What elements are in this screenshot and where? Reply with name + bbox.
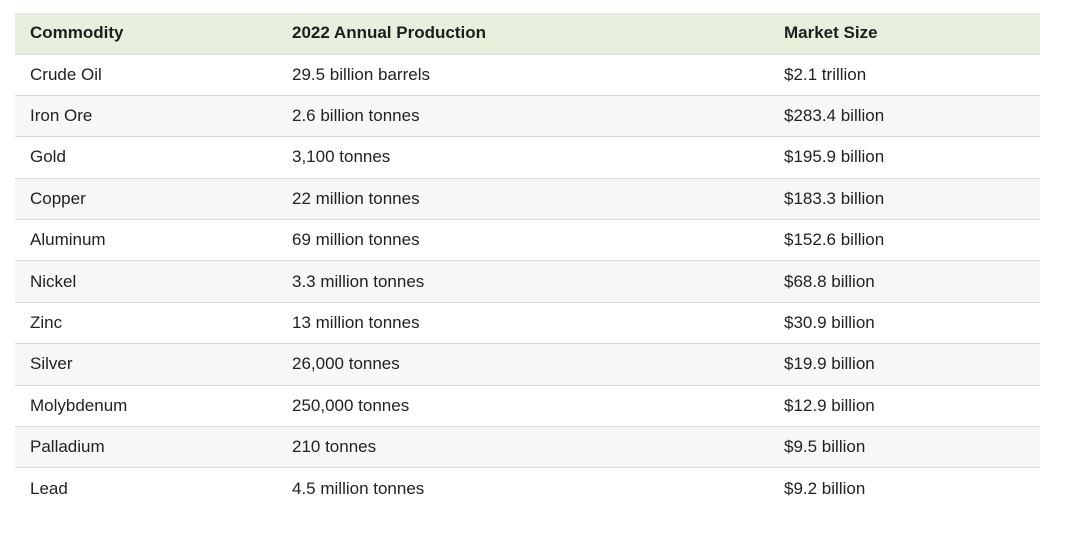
table-row: Iron Ore 2.6 billion tonnes $283.4 billi… <box>15 95 1040 137</box>
production-cell: 13 million tonnes <box>292 313 420 333</box>
table-row: Copper 22 million tonnes $183.3 billion <box>15 178 1040 220</box>
commodity-cell: Copper <box>30 188 86 208</box>
market-size-cell: $30.9 billion <box>784 313 875 333</box>
table-row: Crude Oil 29.5 billion barrels $2.1 tril… <box>15 54 1040 96</box>
production-cell: 250,000 tonnes <box>292 395 410 415</box>
market-size-cell: $152.6 billion <box>784 230 885 250</box>
column-header-commodity: Commodity <box>30 23 124 43</box>
market-size-cell: $2.1 trillion <box>784 64 867 84</box>
commodity-cell: Nickel <box>30 271 77 291</box>
production-cell: 4.5 million tonnes <box>292 478 425 498</box>
table-header: Commodity 2022 Annual Production Market … <box>15 13 1040 54</box>
table-row: Gold 3,100 tonnes $195.9 billion <box>15 136 1040 179</box>
production-cell: 3,100 tonnes <box>292 147 391 167</box>
market-size-cell: $9.5 billion <box>784 437 866 457</box>
market-size-cell: $195.9 billion <box>784 147 885 167</box>
table-row: Palladium 210 tonnes $9.5 billion <box>15 426 1040 468</box>
production-cell: 22 million tonnes <box>292 188 420 208</box>
table-row: Zinc 13 million tonnes $30.9 billion <box>15 302 1040 344</box>
market-size-cell: $283.4 billion <box>784 106 885 126</box>
column-header-market-size: Market Size <box>784 23 878 43</box>
production-cell: 69 million tonnes <box>292 230 420 250</box>
market-size-cell: $68.8 billion <box>784 271 875 291</box>
commodity-cell: Lead <box>30 478 68 498</box>
market-size-cell: $183.3 billion <box>784 188 885 208</box>
market-size-cell: $19.9 billion <box>784 354 875 374</box>
market-size-cell: $9.2 billion <box>784 478 866 498</box>
table-row: Silver 26,000 tonnes $19.9 billion <box>15 343 1040 386</box>
table-body: Crude Oil 29.5 billion barrels $2.1 tril… <box>15 54 1040 510</box>
production-cell: 2.6 billion tonnes <box>292 106 420 126</box>
commodity-cell: Zinc <box>30 313 63 333</box>
table-row: Lead 4.5 million tonnes $9.2 billion <box>15 467 1040 510</box>
table-header-row: Commodity 2022 Annual Production Market … <box>15 13 1040 54</box>
table-row: Aluminum 69 million tonnes $152.6 billio… <box>15 219 1040 261</box>
production-cell: 26,000 tonnes <box>292 354 400 374</box>
column-header-production: 2022 Annual Production <box>292 23 486 43</box>
commodity-cell: Molybdenum <box>30 395 128 415</box>
commodity-cell: Silver <box>30 354 73 374</box>
commodity-cell: Aluminum <box>30 230 106 250</box>
commodity-cell: Crude Oil <box>30 64 102 84</box>
production-cell: 3.3 million tonnes <box>292 271 425 291</box>
commodity-cell: Palladium <box>30 437 105 457</box>
market-size-cell: $12.9 billion <box>784 395 875 415</box>
commodities-table: Commodity 2022 Annual Production Market … <box>15 13 1040 510</box>
commodity-cell: Iron Ore <box>30 106 93 126</box>
production-cell: 29.5 billion barrels <box>292 64 430 84</box>
commodity-cell: Gold <box>30 147 66 167</box>
table-row: Molybdenum 250,000 tonnes $12.9 billion <box>15 385 1040 427</box>
production-cell: 210 tonnes <box>292 437 377 457</box>
table-row: Nickel 3.3 million tonnes $68.8 billion <box>15 260 1040 303</box>
